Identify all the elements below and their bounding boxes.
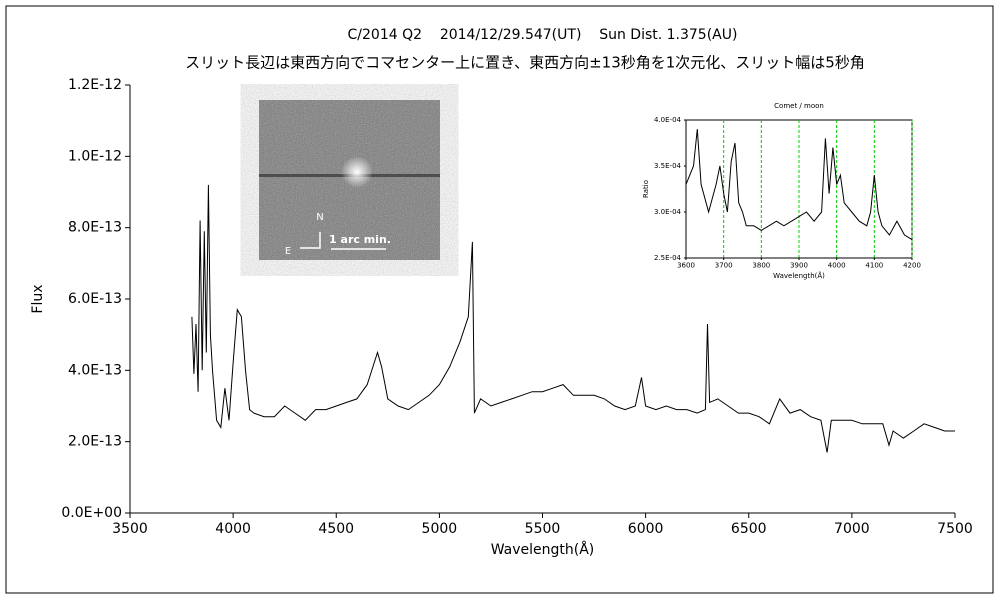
x-tick-label: 5000 bbox=[422, 521, 458, 537]
chart-title: C/2014 Q2 2014/12/29.547(UT) Sun Dist. 1… bbox=[348, 27, 738, 43]
y-tick-label: 8.0E-13 bbox=[68, 220, 122, 236]
y-tick-label: 3.5E-04 bbox=[654, 162, 682, 170]
y-tick-label: 4.0E-13 bbox=[68, 362, 122, 378]
image-coma bbox=[341, 156, 373, 188]
x-tick-label: 3500 bbox=[112, 521, 148, 537]
x-axis-label: Wavelength(Å) bbox=[491, 541, 595, 558]
x-tick-label: 4000 bbox=[215, 521, 251, 537]
x-tick-label: 3900 bbox=[790, 262, 808, 270]
spectrum-line bbox=[191, 184, 955, 453]
y-axis-label: Flux bbox=[30, 284, 46, 313]
x-tick-label: 6500 bbox=[731, 521, 767, 537]
x-tick-label: 3600 bbox=[677, 262, 695, 270]
x-axis-label: Wavelength(Å) bbox=[773, 271, 825, 280]
y-tick-label: 3.0E-04 bbox=[654, 208, 682, 216]
inset-image: N E 1 arc min. bbox=[259, 100, 440, 260]
x-tick-label: 6000 bbox=[628, 521, 664, 537]
x-tick-label: 5500 bbox=[525, 521, 561, 537]
x-tick-label: 3700 bbox=[715, 262, 733, 270]
scale-label: 1 arc min. bbox=[329, 233, 391, 246]
y-axis-label: Ratio bbox=[642, 180, 650, 198]
x-tick-label: 4000 bbox=[828, 262, 846, 270]
x-tick-label: 4100 bbox=[865, 262, 883, 270]
chart-subtitle: スリット長辺は東西方向でコマセンター上に置き、東西方向±13秒角を1次元化、スリ… bbox=[185, 54, 865, 72]
x-tick-label: 4200 bbox=[903, 262, 921, 270]
x-tick-label: 7500 bbox=[937, 521, 973, 537]
chart-title: Comet / moon bbox=[774, 102, 824, 110]
y-tick-label: 2.0E-13 bbox=[68, 434, 122, 450]
y-tick-label: 4.0E-04 bbox=[654, 116, 682, 124]
x-tick-label: 3800 bbox=[752, 262, 770, 270]
y-tick-label: 6.0E-13 bbox=[68, 291, 122, 307]
spectrum-line bbox=[685, 129, 913, 241]
compass bbox=[300, 232, 321, 249]
north-label: N bbox=[316, 212, 323, 223]
x-tick-label: 7000 bbox=[834, 521, 870, 537]
x-tick-label: 4500 bbox=[318, 521, 354, 537]
y-tick-label: 1.2E-12 bbox=[68, 77, 122, 93]
y-tick-label: 2.5E-04 bbox=[654, 254, 682, 262]
y-tick-label: 0.0E+00 bbox=[61, 505, 122, 521]
frame bbox=[5, 5, 994, 594]
east-label: E bbox=[285, 246, 291, 257]
y-tick-label: 1.0E-12 bbox=[68, 148, 122, 164]
